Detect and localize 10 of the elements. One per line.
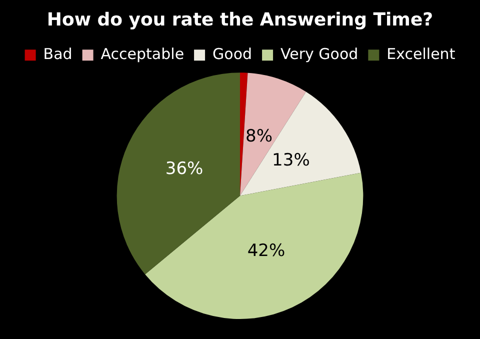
data-label: 8%: [246, 126, 273, 147]
data-label: 36%: [165, 158, 204, 179]
legend-label: Bad: [43, 44, 72, 63]
data-label: 13%: [272, 150, 310, 171]
legend-label: Very Good: [280, 44, 358, 63]
legend-label: Good: [212, 44, 252, 63]
legend-label: Acceptable: [100, 44, 184, 63]
legend-label: Excellent: [386, 44, 456, 63]
chart-title: How do you rate the Answering Time?: [46, 9, 434, 30]
data-label: 42%: [247, 240, 286, 261]
